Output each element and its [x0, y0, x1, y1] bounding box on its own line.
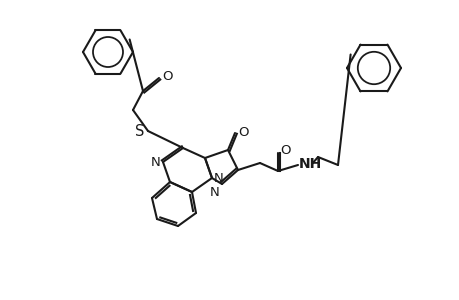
Text: N: N	[213, 172, 223, 184]
Text: O: O	[237, 125, 248, 139]
Text: O: O	[162, 70, 172, 83]
Text: S: S	[134, 124, 144, 140]
Text: N: N	[210, 186, 219, 199]
Text: N: N	[151, 155, 161, 169]
Text: NH: NH	[298, 157, 322, 171]
Text: O: O	[280, 145, 290, 158]
